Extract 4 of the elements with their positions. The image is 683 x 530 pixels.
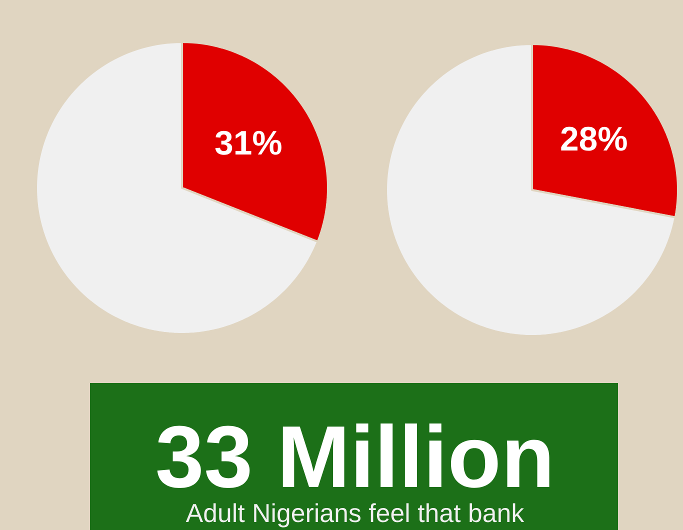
- data-label: 28%: [561, 126, 627, 151]
- text: Adult Nigerians feel that bank: [186, 503, 524, 528]
- text: 33 Million: [157, 423, 550, 488]
- data-label: 31%: [215, 130, 282, 155]
